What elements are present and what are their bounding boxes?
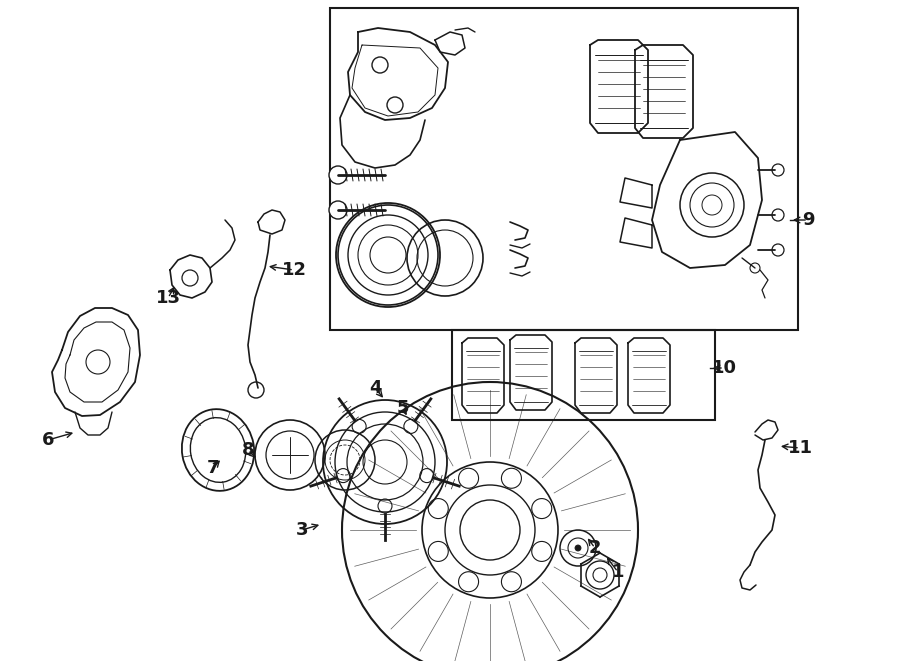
Text: 12: 12	[282, 261, 307, 279]
Text: 5: 5	[397, 399, 410, 417]
Text: 7: 7	[207, 459, 220, 477]
Text: 4: 4	[369, 379, 382, 397]
Text: 11: 11	[788, 439, 813, 457]
Text: 6: 6	[41, 431, 54, 449]
Circle shape	[329, 166, 347, 184]
Bar	[330, 8, 798, 330]
Text: 13: 13	[156, 289, 181, 307]
Bar	[452, 330, 715, 420]
Text: 2: 2	[589, 539, 601, 557]
Text: 9: 9	[802, 211, 814, 229]
Text: 8: 8	[242, 441, 255, 459]
Text: 1: 1	[612, 563, 625, 581]
Circle shape	[329, 201, 347, 219]
Text: 3: 3	[296, 521, 308, 539]
Text: 10: 10	[712, 359, 736, 377]
Circle shape	[575, 545, 581, 551]
